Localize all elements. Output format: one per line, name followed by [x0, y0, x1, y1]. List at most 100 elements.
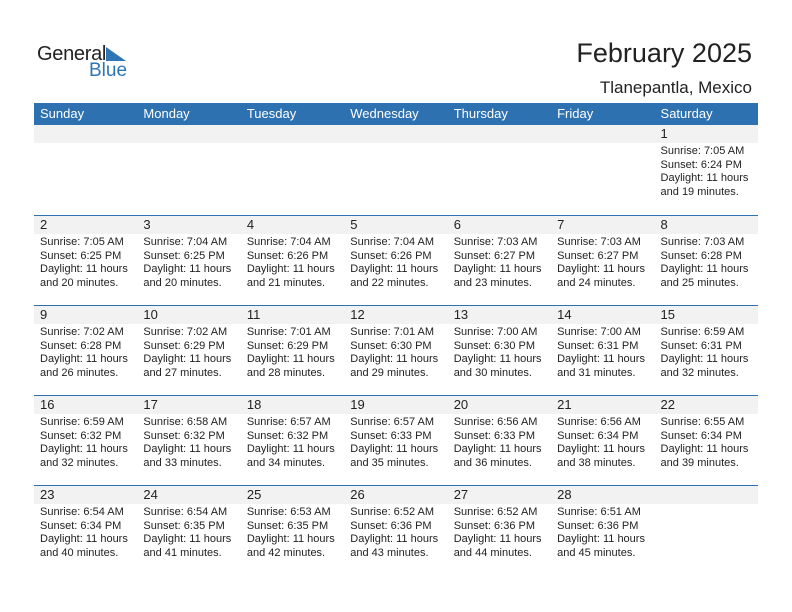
daylight1-text: Daylight: 11 hours — [246, 353, 335, 365]
day-number: 27 — [447, 486, 552, 504]
day-cell: 16 Sunrise: 6:59 AM Sunset: 6:32 PM Dayligh… — [34, 396, 138, 485]
logo-blue: Blue — [89, 60, 128, 81]
week-row: 9 Sunrise: 7:02 AM Sunset: 6:28 PM Daylight… — [34, 305, 758, 395]
daylight2-text: and 34 minutes. — [246, 456, 326, 469]
daylight1-text: Daylight: 11 hours — [246, 443, 335, 455]
sunset-text: Sunset: 6:33 PM — [350, 429, 432, 442]
daylight2-text: and 26 minutes. — [40, 366, 119, 379]
day-cell — [137, 125, 241, 215]
page-title: February 2025 — [576, 38, 752, 68]
day-cell: 24 Sunrise: 6:54 AM Sunset: 6:35 PM Dayligh… — [137, 486, 241, 575]
day-cell: 26 Sunrise: 6:52 AM Sunset: 6:36 PM Dayligh… — [344, 486, 448, 575]
sunset-text: Sunset: 6:36 PM — [557, 519, 639, 532]
sunset-text: Sunset: 6:25 PM — [143, 249, 225, 262]
weekday-thursday: Thursday — [453, 106, 508, 121]
day-cell — [654, 486, 758, 575]
day-number: 9 — [34, 306, 138, 324]
day-cell: 27 Sunrise: 6:52 AM Sunset: 6:36 PM Dayligh… — [447, 486, 552, 575]
sunrise-text: Sunrise: 6:52 AM — [453, 506, 538, 518]
day-info: Sunrise: 7:05 AM Sunset: 6:25 PM Daylight:… — [34, 234, 137, 290]
day-info: Sunrise: 6:57 AM Sunset: 6:33 PM Daylight:… — [344, 414, 447, 470]
day-info: Sunrise: 7:04 AM Sunset: 6:26 PM Daylight:… — [344, 234, 447, 290]
day-number: 25 — [240, 486, 345, 504]
day-info: Sunrise: 7:00 AM Sunset: 6:31 PM Daylight:… — [551, 324, 654, 380]
sunset-text: Sunset: 6:26 PM — [246, 249, 329, 262]
day-cell: 8 Sunrise: 7:03 AM Sunset: 6:28 PM Daylight… — [654, 216, 758, 305]
day-info: Sunrise: 7:02 AM Sunset: 6:28 PM Daylight:… — [34, 324, 137, 380]
daylight1-text: Daylight: 11 hours — [350, 533, 439, 545]
location: Tlanepantla, Mexico — [599, 78, 752, 97]
day-cell: 21 Sunrise: 6:56 AM Sunset: 6:34 PM Dayligh… — [551, 396, 655, 485]
day-info: Sunrise: 7:04 AM Sunset: 6:26 PM Daylight:… — [241, 234, 344, 290]
day-number: 5 — [344, 216, 448, 234]
daylight2-text: and 33 minutes. — [143, 456, 222, 469]
day-info: Sunrise: 6:51 AM Sunset: 6:36 PM Daylight:… — [551, 504, 654, 560]
day-cell: 17 Sunrise: 6:58 AM Sunset: 6:32 PM Dayligh… — [137, 396, 241, 485]
day-cell: 1 Sunrise: 7:05 AM Sunset: 6:24 PM Daylight… — [654, 125, 758, 215]
day-cell — [344, 125, 448, 215]
sunset-text: Sunset: 6:28 PM — [660, 249, 742, 262]
day-info: Sunrise: 6:56 AM Sunset: 6:34 PM Daylight:… — [551, 414, 654, 470]
daylight2-text: and 43 minutes. — [350, 546, 429, 559]
daylight2-text: and 23 minutes. — [453, 276, 532, 289]
day-number — [447, 125, 552, 143]
daylight2-text: and 30 minutes. — [453, 366, 532, 379]
day-info: Sunrise: 6:59 AM Sunset: 6:32 PM Daylight:… — [34, 414, 137, 470]
sunset-text: Sunset: 6:24 PM — [660, 158, 742, 171]
sunrise-text: Sunrise: 6:56 AM — [453, 416, 538, 428]
day-info: Sunrise: 7:04 AM Sunset: 6:25 PM Daylight:… — [137, 234, 240, 290]
sunrise-text: Sunrise: 7:02 AM — [143, 326, 228, 338]
sunrise-text: Sunrise: 6:59 AM — [660, 326, 745, 338]
sunrise-text: Sunrise: 7:04 AM — [350, 236, 435, 248]
daylight2-text: and 20 minutes. — [143, 276, 222, 289]
day-cell: 19 Sunrise: 6:57 AM Sunset: 6:33 PM Dayligh… — [344, 396, 448, 485]
daylight2-text: and 29 minutes. — [350, 366, 429, 379]
sunset-text: Sunset: 6:32 PM — [143, 429, 225, 442]
day-cell: 25 Sunrise: 6:53 AM Sunset: 6:35 PM Dayligh… — [240, 486, 345, 575]
day-cell: 9 Sunrise: 7:02 AM Sunset: 6:28 PM Daylight… — [34, 306, 138, 395]
logo-general: General — [37, 43, 107, 65]
sunrise-text: Sunrise: 6:51 AM — [557, 506, 641, 518]
weekday-monday: Monday — [143, 106, 190, 121]
sunrise-text: Sunrise: 7:02 AM — [40, 326, 124, 338]
day-number — [137, 125, 241, 143]
sunset-text: Sunset: 6:33 PM — [453, 429, 536, 442]
day-number: 3 — [137, 216, 241, 234]
daylight1-text: Daylight: 11 hours — [453, 533, 542, 545]
day-info: Sunrise: 6:52 AM Sunset: 6:36 PM Daylight:… — [448, 504, 551, 560]
week-row: 23 Sunrise: 6:54 AM Sunset: 6:34 PM Dayligh… — [34, 485, 758, 575]
daylight1-text: Daylight: 11 hours — [143, 263, 232, 275]
daylight1-text: Daylight: 11 hours — [40, 263, 128, 275]
day-info: Sunrise: 7:03 AM Sunset: 6:27 PM Daylight:… — [448, 234, 551, 290]
day-cell — [447, 125, 552, 215]
day-cell: 11 Sunrise: 7:01 AM Sunset: 6:29 PM Dayligh… — [240, 306, 345, 395]
sunset-text: Sunset: 6:34 PM — [660, 429, 742, 442]
sunset-text: Sunset: 6:36 PM — [350, 519, 432, 532]
daylight1-text: Daylight: 11 hours — [40, 443, 128, 455]
day-number: 19 — [344, 396, 448, 414]
day-number: 8 — [654, 216, 758, 234]
day-cell: 4 Sunrise: 7:04 AM Sunset: 6:26 PM Daylight… — [240, 216, 345, 305]
sunrise-text: Sunrise: 7:00 AM — [557, 326, 641, 338]
sunset-text: Sunset: 6:34 PM — [40, 519, 122, 532]
sunset-text: Sunset: 6:29 PM — [246, 339, 329, 352]
daylight1-text: Daylight: 11 hours — [350, 443, 439, 455]
day-cell — [240, 125, 345, 215]
sunrise-text: Sunrise: 6:57 AM — [246, 416, 331, 428]
logo-triangle-icon — [106, 47, 126, 61]
day-info: Sunrise: 7:01 AM Sunset: 6:29 PM Daylight:… — [241, 324, 344, 380]
daylight1-text: Daylight: 11 hours — [350, 353, 439, 365]
sunrise-text: Sunrise: 7:04 AM — [143, 236, 228, 248]
day-info: Sunrise: 6:55 AM Sunset: 6:34 PM Daylight:… — [655, 414, 758, 470]
sunrise-text: Sunrise: 6:52 AM — [350, 506, 435, 518]
daylight1-text: Daylight: 11 hours — [143, 443, 232, 455]
sunrise-text: Sunrise: 7:04 AM — [246, 236, 331, 248]
daylight2-text: and 27 minutes. — [143, 366, 222, 379]
sunrise-text: Sunrise: 7:01 AM — [350, 326, 435, 338]
day-cell: 15 Sunrise: 6:59 AM Sunset: 6:31 PM Dayligh… — [654, 306, 758, 395]
sunrise-text: Sunrise: 7:01 AM — [246, 326, 331, 338]
daylight1-text: Daylight: 11 hours — [557, 443, 645, 455]
day-cell: 14 Sunrise: 7:00 AM Sunset: 6:31 PM Dayligh… — [551, 306, 655, 395]
day-cell: 23 Sunrise: 6:54 AM Sunset: 6:34 PM Dayligh… — [34, 486, 138, 575]
weekday-wednesday: Wednesday — [350, 106, 419, 121]
